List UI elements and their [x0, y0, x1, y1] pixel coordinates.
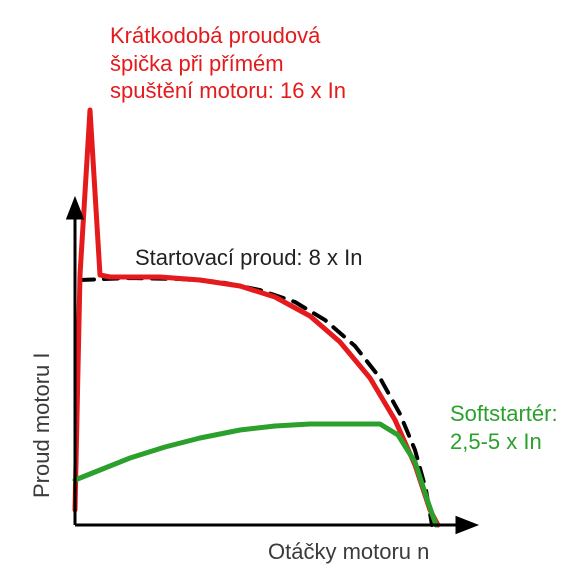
- x-arrowhead-icon: [457, 518, 475, 532]
- start-label: Startovací proud: 8 x In: [135, 244, 362, 272]
- softstarter-curve: [75, 424, 436, 525]
- soft-label: Softstartér: 2,5-5 x In: [450, 400, 558, 455]
- peak-label-line3: spuštění motoru: 16 x In: [110, 77, 346, 105]
- peak-label-line1: Krátkodobá proudová: [110, 22, 346, 50]
- peak-current-curve: [75, 110, 438, 525]
- soft-label-line2: 2,5-5 x In: [450, 428, 558, 456]
- y-axis-label: Proud motoru I: [28, 352, 56, 498]
- y-arrowhead-icon: [68, 200, 82, 218]
- peak-label: Krátkodobá proudová špička při přímém sp…: [110, 22, 346, 105]
- soft-label-line1: Softstartér:: [450, 400, 558, 428]
- x-axis-label: Otáčky motoru n: [268, 538, 429, 566]
- peak-label-line2: špička při přímém: [110, 50, 346, 78]
- start-current-curve: [80, 278, 432, 525]
